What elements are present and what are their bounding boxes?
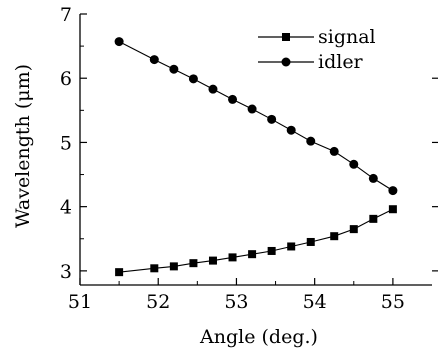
y-axis-title: Wavelength (μm): [12, 64, 34, 228]
idler-point: [329, 146, 339, 156]
legend-marker-square: [282, 33, 290, 41]
idler-point: [228, 94, 238, 104]
idler-point: [247, 104, 257, 114]
y-tick-label: 3: [60, 261, 72, 283]
signal-point: [208, 256, 217, 265]
legend-label: idler: [318, 51, 364, 73]
signal-line: [119, 208, 394, 273]
idler-point: [306, 136, 316, 146]
y-tick-label: 5: [60, 132, 72, 154]
y-tick-label: 7: [60, 4, 72, 26]
signal-point: [330, 232, 339, 241]
signal-point: [169, 262, 178, 271]
signal-point: [306, 237, 315, 246]
signal-point: [267, 246, 276, 255]
signal-point: [248, 250, 257, 259]
idler-point: [267, 114, 277, 124]
x-tick-label: 52: [146, 291, 170, 313]
idler-point: [169, 64, 179, 74]
idler-point: [114, 37, 124, 47]
y-tick-label: 6: [60, 68, 72, 90]
legend-item-idler: idler: [258, 51, 364, 73]
signal-point: [228, 253, 237, 262]
signal-point: [388, 205, 397, 214]
idler-point: [286, 125, 296, 135]
plot-axes: [79, 14, 432, 286]
series-layer: [114, 37, 398, 277]
signal-point: [115, 268, 124, 277]
x-tick-label: 54: [303, 291, 327, 313]
legend-label: signal: [318, 26, 376, 48]
idler-point: [368, 173, 378, 183]
signal-point: [189, 259, 198, 268]
idler-point: [388, 186, 398, 196]
idler-point: [149, 55, 159, 65]
idler-point: [349, 159, 359, 169]
signal-point: [369, 214, 378, 223]
idler-point: [188, 74, 198, 84]
series-idler: [114, 37, 398, 196]
legend: signal idler: [258, 26, 376, 73]
x-axis-title: Angle (deg.): [199, 326, 318, 348]
legend-item-signal: signal: [258, 26, 376, 48]
series-signal: [115, 205, 397, 277]
axis-ticks: 51 52 53 54 55 3 4 5 6 7: [60, 4, 438, 313]
idler-point: [208, 84, 218, 94]
x-tick-label: 55: [381, 291, 405, 313]
y-tick-label: 4: [60, 197, 72, 219]
x-tick-label: 53: [224, 291, 248, 313]
signal-point: [287, 242, 296, 251]
x-tick-label: 51: [68, 291, 92, 313]
signal-point: [150, 264, 159, 273]
signal-point: [349, 225, 358, 234]
legend-marker-circle: [281, 57, 291, 67]
